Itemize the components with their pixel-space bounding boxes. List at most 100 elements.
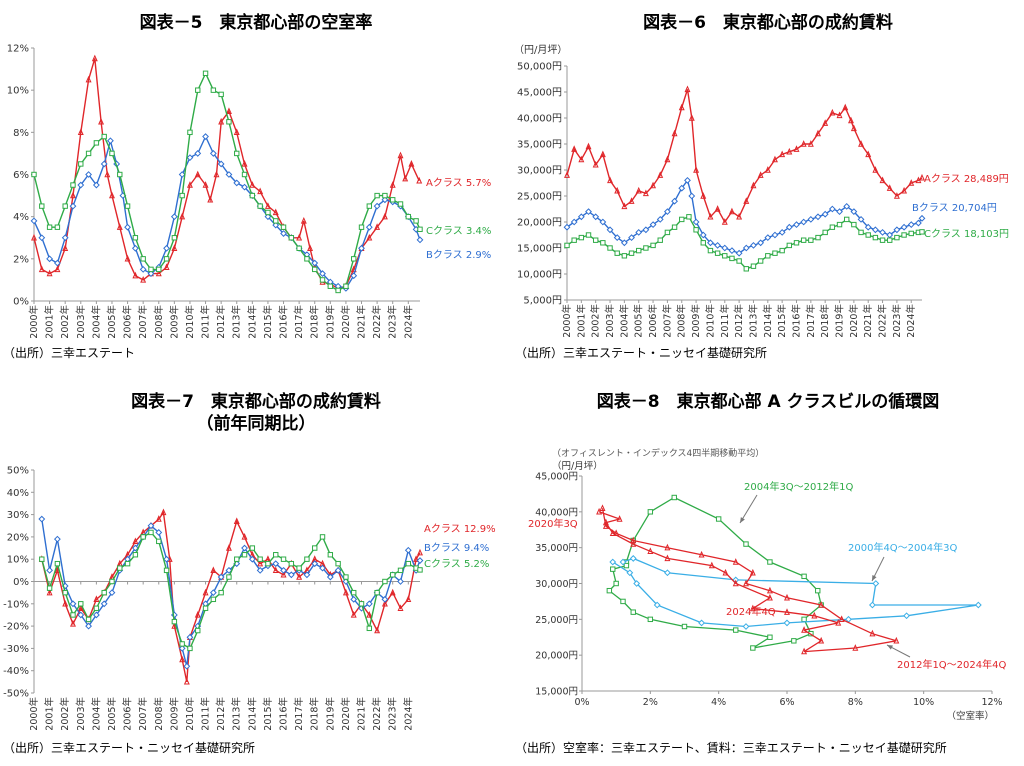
- data-point-B: [373, 202, 381, 210]
- data-point-B: [699, 231, 707, 239]
- data-point-B: [728, 247, 736, 255]
- data-point-B: [53, 259, 61, 267]
- data-point-A: [62, 244, 69, 251]
- data-point-A: [350, 265, 357, 273]
- data-point-B: [592, 213, 600, 221]
- data-point-loop1: [815, 587, 821, 594]
- series-label-C: Cクラス 18,103円: [924, 228, 1009, 240]
- data-point-B: [599, 218, 607, 226]
- data-point-B: [570, 218, 578, 226]
- x-tick-label: 2016年: [790, 304, 802, 338]
- y-tick-label: 35,000円: [517, 140, 562, 151]
- data-point-B: [139, 265, 147, 273]
- x-tick-label: 2007年: [661, 304, 673, 338]
- data-point-C: [304, 556, 310, 562]
- data-point-loop3: [818, 636, 825, 644]
- data-point-C: [46, 585, 53, 591]
- data-point-A: [684, 85, 691, 93]
- data-point-C: [829, 224, 836, 230]
- data-point-C: [78, 161, 84, 167]
- data-point-A: [764, 166, 771, 173]
- y-tick-label: 40,000円: [535, 507, 578, 518]
- data-point-C: [686, 214, 692, 220]
- data-point-A: [381, 599, 388, 607]
- data-point-C: [607, 245, 613, 251]
- data-point-loop3: [784, 593, 790, 601]
- data-point-C: [901, 232, 907, 238]
- data-point-C: [304, 256, 310, 262]
- y-tick-label: 2%: [13, 254, 29, 265]
- data-point-B: [202, 133, 209, 140]
- data-point-C: [101, 589, 107, 596]
- data-point-B: [714, 241, 722, 249]
- data-point-C: [117, 171, 123, 178]
- x-tick-label: 2015年: [776, 304, 788, 338]
- data-point-B: [742, 244, 750, 252]
- x-tick-label: 2021年: [356, 697, 368, 731]
- data-point-B: [100, 600, 108, 608]
- data-point-C: [578, 234, 585, 241]
- data-point-A: [750, 181, 757, 189]
- data-point-C: [757, 258, 764, 264]
- data-point-A: [671, 129, 678, 137]
- data-point-C: [312, 545, 318, 551]
- x-tick-label: 2010年: [184, 697, 196, 731]
- data-point-C: [234, 150, 240, 157]
- data-point-loop3: [613, 529, 620, 537]
- data-point-B: [38, 234, 46, 242]
- chart-vacancy-title: 図表－5 東京都心部の空室率: [139, 13, 373, 33]
- data-point-C: [343, 574, 349, 580]
- data-point-A: [621, 202, 628, 210]
- data-point-C: [822, 229, 828, 236]
- x-tick-label: 2001年: [44, 697, 56, 731]
- series-line-B: [566, 178, 923, 254]
- data-point-A: [296, 233, 303, 241]
- x-tick-label: 2018年: [309, 305, 321, 339]
- data-point-C: [779, 247, 785, 254]
- data-point-C: [382, 578, 388, 585]
- data-point-C: [257, 203, 263, 209]
- data-point-A: [635, 186, 642, 194]
- x-tick-label: 2004年: [618, 304, 630, 338]
- data-point-A: [886, 184, 893, 191]
- data-point-C: [179, 641, 185, 647]
- data-point-loop3: [602, 518, 609, 526]
- data-point-B: [836, 208, 843, 216]
- y-tick-label: 5,000円: [523, 296, 562, 307]
- data-point-A: [104, 170, 111, 178]
- data-point-loop3: [596, 507, 603, 515]
- data-point-B: [319, 270, 326, 277]
- data-point-C: [280, 224, 287, 230]
- data-point-loop1: [613, 580, 619, 587]
- data-point-loop1: [767, 634, 773, 640]
- y-tick-label: 20%: [7, 532, 29, 543]
- data-point-C: [643, 245, 649, 251]
- data-point-B: [577, 213, 585, 221]
- x-tick-label: 12%: [981, 697, 1002, 708]
- data-point-B: [46, 566, 54, 574]
- data-point-C: [390, 572, 396, 578]
- data-point-loop3: [801, 626, 808, 633]
- y-tick-label: 15,000円: [535, 687, 578, 698]
- data-point-B: [69, 202, 77, 210]
- data-point-A: [31, 233, 37, 241]
- data-point-C: [374, 589, 380, 596]
- data-point-B: [85, 171, 92, 178]
- data-point-C: [265, 209, 271, 216]
- data-point-B: [272, 221, 280, 229]
- data-point-B: [807, 215, 815, 223]
- data-point-C: [621, 253, 628, 259]
- data-point-A: [417, 548, 423, 556]
- data-point-A: [571, 145, 578, 152]
- data-point-C: [858, 229, 864, 236]
- data-point-B: [879, 228, 886, 236]
- y-axis-unit: （円/月坪）: [514, 43, 567, 56]
- series-line-B: [33, 134, 421, 290]
- x-tick-label: 2020年: [848, 304, 860, 338]
- data-point-A: [872, 166, 879, 173]
- data-point-A: [366, 233, 373, 241]
- data-point-B: [671, 197, 678, 205]
- x-tick-label: 2016年: [278, 305, 290, 339]
- data-point-C: [736, 258, 742, 264]
- annotation-label: 2004年3Q～2012年1Q: [744, 480, 853, 493]
